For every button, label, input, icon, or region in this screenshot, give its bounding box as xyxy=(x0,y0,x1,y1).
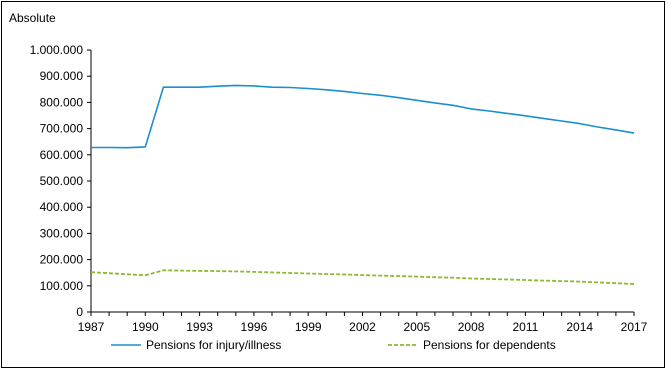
x-tick-label: 1990 xyxy=(132,320,159,334)
x-tick-label: 1996 xyxy=(241,320,268,334)
y-tick-label: 300.000 xyxy=(40,226,84,240)
y-tick-label: 0 xyxy=(76,305,83,319)
axes: 0 100.000 200.000 300.000 400.000 500.000 600.… xyxy=(30,43,648,334)
series-line-injury-illness xyxy=(91,84,635,149)
x-tick-label: 2002 xyxy=(349,320,376,334)
x-tick-label: 2005 xyxy=(403,320,430,334)
y-tick-label: 800.000 xyxy=(40,95,84,109)
plot-area xyxy=(90,84,635,285)
x-tick-label: 2014 xyxy=(566,320,593,334)
y-tick-label: 400.000 xyxy=(40,200,84,214)
legend-label-injury-illness: Pensions for injury/illness xyxy=(146,338,281,352)
series-line-dependents xyxy=(90,269,635,285)
y-tick-label: 500.000 xyxy=(40,174,84,188)
legend-label-dependents: Pensions for dependents xyxy=(423,338,556,352)
y-tick-label: 700.000 xyxy=(40,122,84,136)
y-tick-label: 200.000 xyxy=(40,253,84,267)
x-tick-label: 1987 xyxy=(78,320,105,334)
x-tick-label: 1993 xyxy=(186,320,213,334)
x-tick-label: 2011 xyxy=(512,320,538,334)
x-tick-label: 2017 xyxy=(621,320,648,334)
x-tick-label: 2008 xyxy=(458,320,485,334)
y-tick-label: 1.000.000 xyxy=(30,43,84,57)
y-unit-label: Absolute xyxy=(9,11,56,25)
y-tick-label: 600.000 xyxy=(40,148,84,162)
legend: Pensions for injury/illness Pensions for … xyxy=(111,338,556,352)
x-tick-label: 1999 xyxy=(295,320,322,334)
y-tick-label: 900.000 xyxy=(40,69,84,83)
y-tick-label: 100.000 xyxy=(40,279,84,293)
